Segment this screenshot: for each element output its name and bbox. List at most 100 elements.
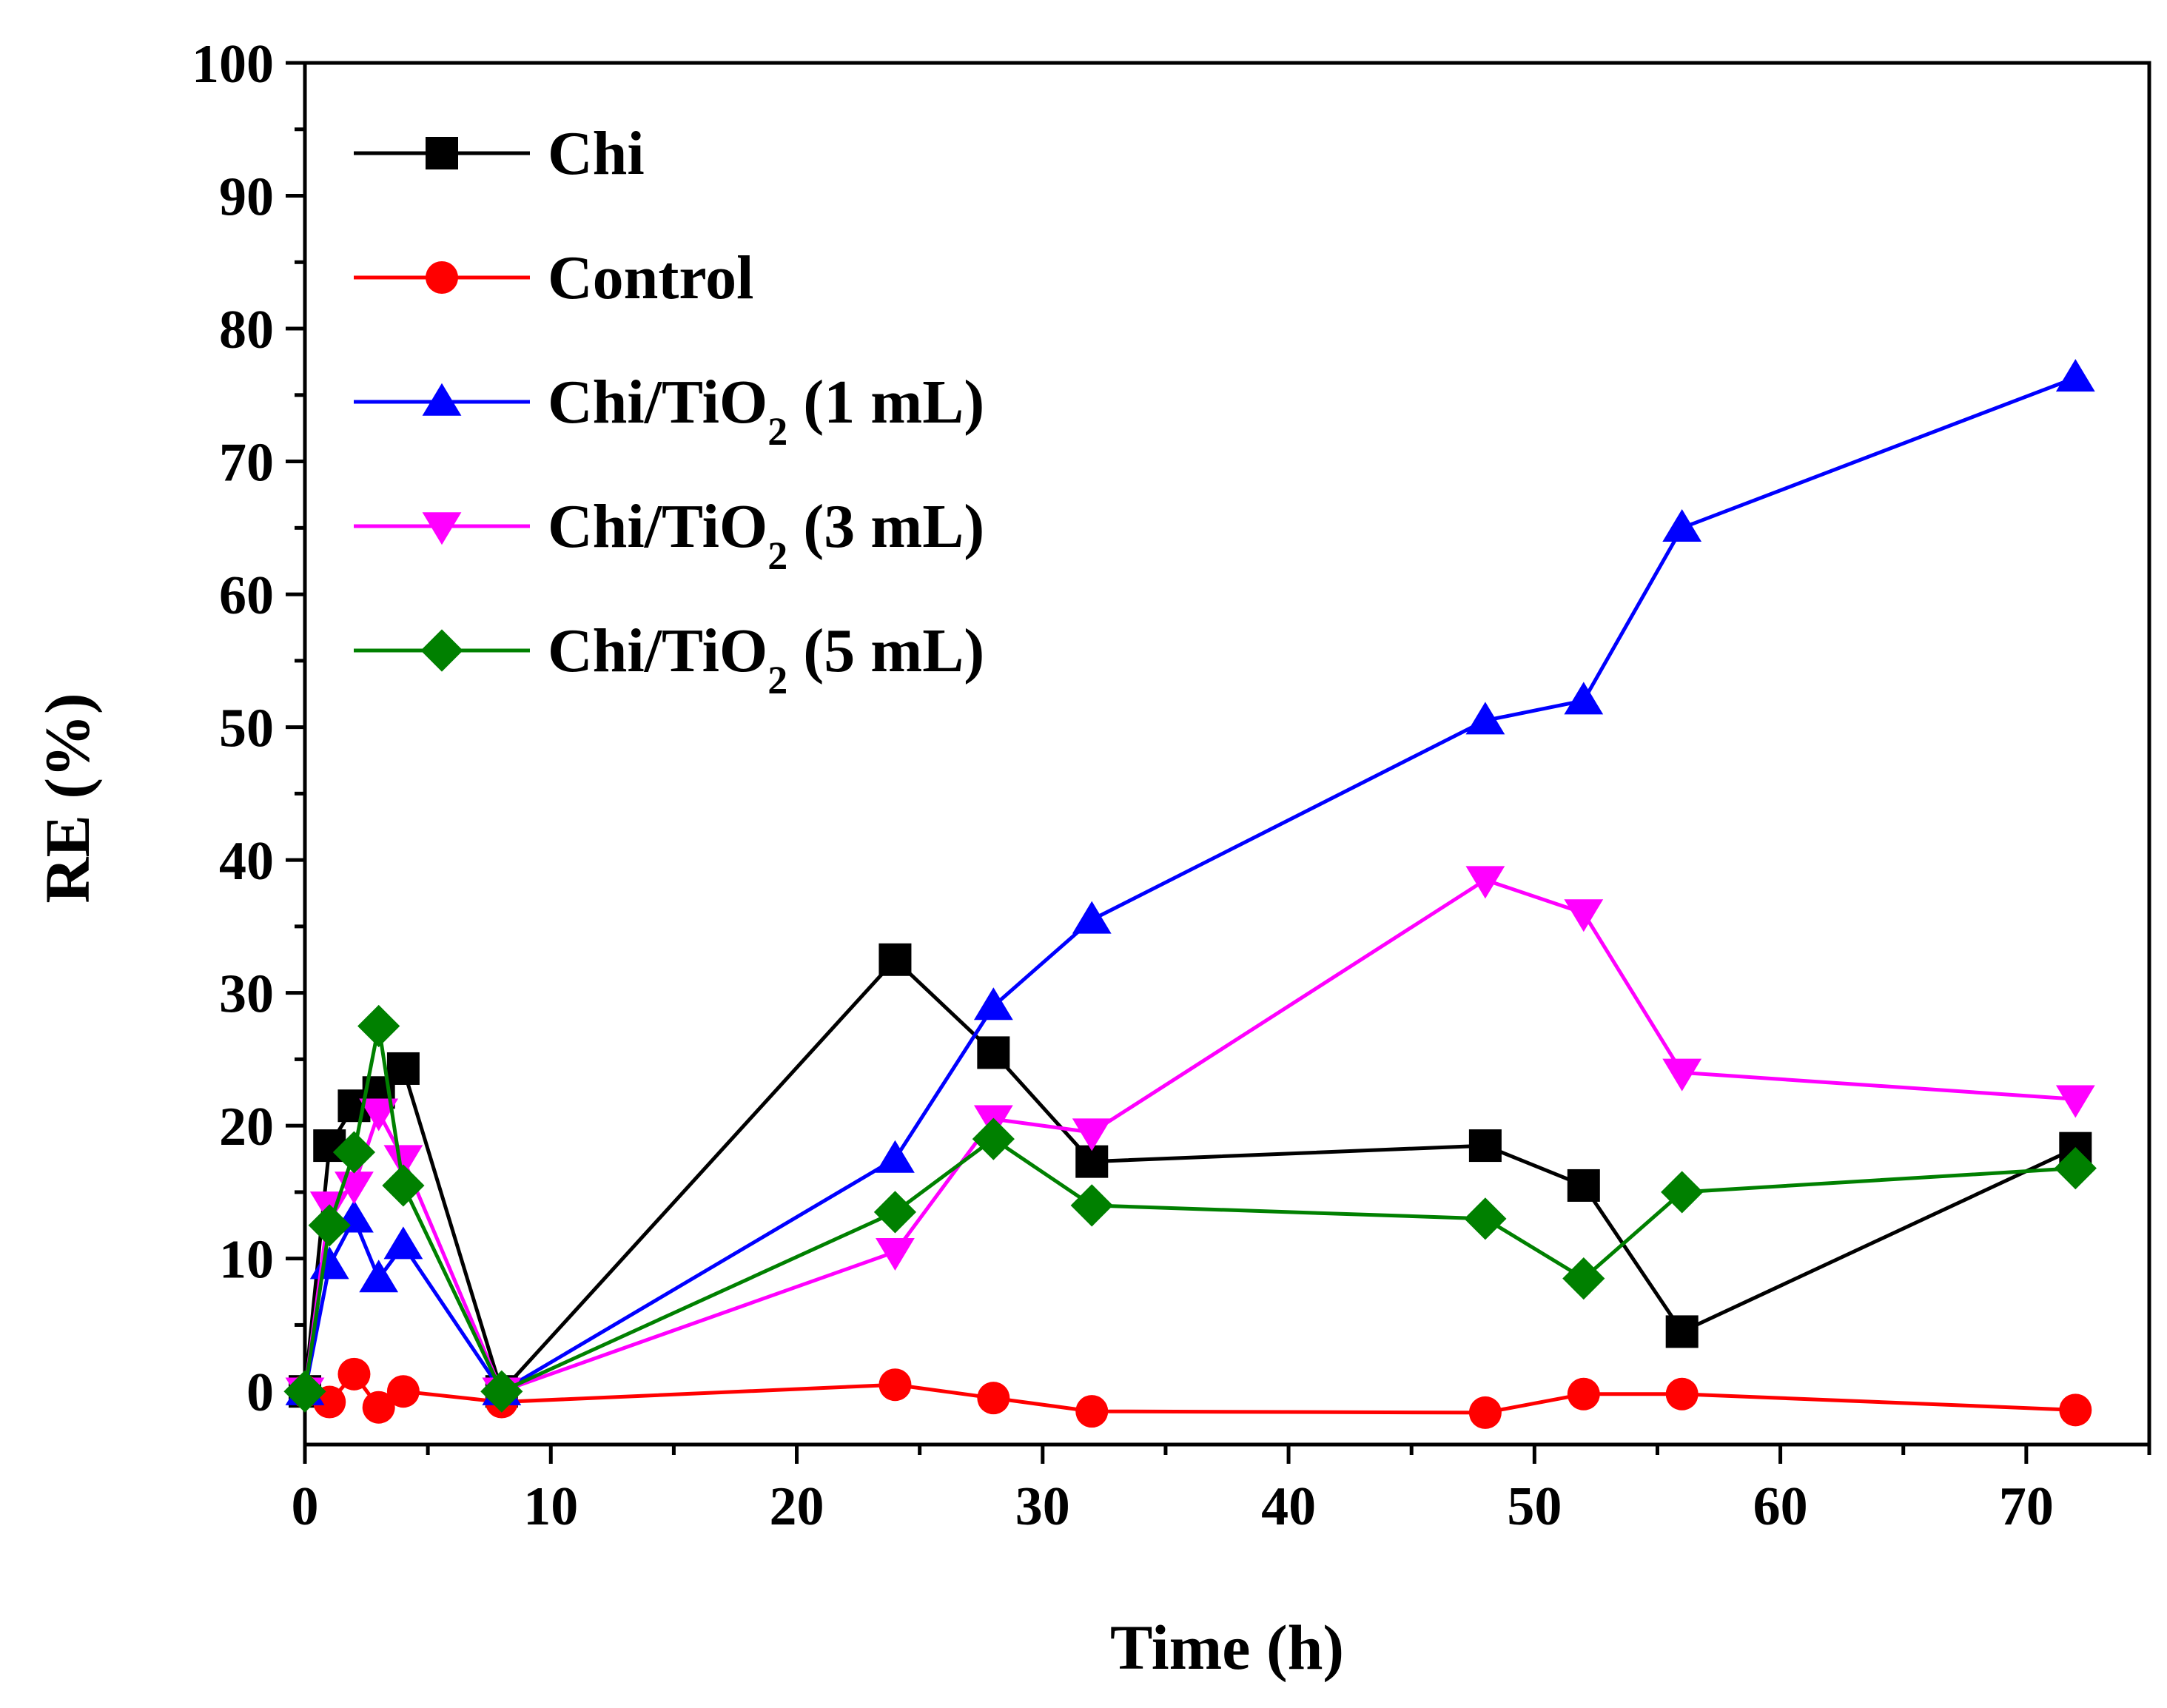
data-point: [1464, 1197, 1507, 1240]
x-tick-label: 10: [523, 1476, 578, 1537]
data-point: [878, 1368, 912, 1402]
data-point: [480, 1370, 523, 1413]
data-point: [383, 1226, 423, 1260]
series-group: [283, 359, 2097, 1429]
series-4: [283, 1004, 2097, 1413]
data-point: [359, 1260, 399, 1293]
x-axis-title: Time (h): [1110, 1612, 1344, 1683]
data-point: [1665, 1377, 1699, 1411]
y-tick-label: 20: [219, 1097, 274, 1157]
data-point: [1465, 866, 1505, 899]
x-tick-label: 40: [1261, 1476, 1316, 1537]
data-point: [973, 987, 1013, 1021]
data-point: [386, 1375, 420, 1408]
data-point: [1072, 901, 1112, 934]
legend-label-subscript: 2: [767, 534, 787, 578]
data-point: [359, 1098, 399, 1132]
legend-label-main: Chi: [548, 119, 645, 188]
legend-item: Chi/TiO2 (1 mL): [354, 368, 984, 454]
x-tick-label: 30: [1015, 1476, 1070, 1537]
data-point: [332, 1131, 376, 1174]
legend-item: Control: [354, 243, 753, 312]
legend-label: Chi/TiO2 (1 mL): [548, 368, 984, 454]
data-point: [876, 1237, 915, 1271]
data-point: [1665, 1315, 1699, 1348]
data-point: [1662, 509, 1702, 542]
legend-label-main: Control: [548, 243, 753, 312]
data-point: [382, 1164, 425, 1207]
x-tick-label: 50: [1507, 1476, 1562, 1537]
data-point: [2055, 1085, 2095, 1118]
data-point: [1567, 1169, 1600, 1202]
legend-label-tail: (5 mL): [787, 616, 984, 685]
data-point: [283, 1370, 326, 1413]
y-axis: 0 10 20 30 40 50 60 70 80 90 100: [192, 34, 305, 1423]
data-point: [1075, 1395, 1109, 1428]
y-tick-label: 60: [219, 565, 274, 626]
data-point: [383, 1145, 423, 1178]
data-point: [1562, 1257, 1605, 1300]
legend-label-main: Chi/TiO: [548, 616, 767, 685]
legend-marker: [426, 137, 458, 169]
data-point: [362, 1391, 395, 1424]
y-tick-label: 70: [219, 433, 274, 494]
data-point: [876, 1140, 915, 1173]
legend-label: Chi: [548, 119, 645, 188]
legend-item: Chi/TiO2 (3 mL): [354, 492, 984, 578]
data-point: [878, 943, 912, 976]
legend-marker: [422, 512, 462, 545]
data-point: [1465, 702, 1505, 735]
y-tick-label: 80: [219, 300, 274, 360]
plot-border: [303, 61, 2151, 1447]
plot-frame: [303, 61, 2151, 1447]
series-line: [304, 1372, 2076, 1415]
x-tick-label: 0: [292, 1476, 319, 1537]
legend-marker: [426, 261, 458, 294]
y-tick-label: 0: [246, 1362, 274, 1423]
y-tick-label: 10: [219, 1230, 274, 1291]
legend-marker: [420, 629, 463, 672]
data-point: [972, 1117, 1015, 1160]
x-tick-label: 60: [1753, 1476, 1808, 1537]
y-tick-label: 30: [219, 964, 274, 1025]
legend-label: Control: [548, 243, 753, 312]
legend-label-tail: (1 mL): [787, 368, 984, 437]
data-point: [1661, 1171, 1704, 1214]
data-point: [1567, 1377, 1600, 1411]
data-point: [1468, 1396, 1502, 1429]
legend-item: Chi: [354, 119, 645, 188]
legend-item: Chi/TiO2 (5 mL): [354, 616, 984, 702]
data-point: [2054, 1147, 2097, 1190]
legend-label-main: Chi/TiO: [548, 368, 767, 437]
data-point: [357, 1004, 400, 1048]
data-point: [1072, 1118, 1112, 1151]
data-point: [1564, 682, 1604, 715]
legend-marker: [422, 383, 462, 416]
legend-label-tail: (3 mL): [787, 492, 984, 561]
y-tick-label: 40: [219, 831, 274, 892]
series-1: [289, 1357, 2092, 1429]
x-axis: 0 10 20 30 40 50 60 70: [292, 1445, 2151, 1537]
data-point: [309, 1246, 349, 1280]
legend-label-subscript: 2: [767, 658, 787, 702]
y-tick-label: 100: [192, 34, 274, 95]
y-axis-title: RE (%): [32, 693, 103, 903]
y-tick-label: 50: [219, 699, 274, 759]
data-point: [977, 1382, 1010, 1415]
data-point: [337, 1357, 371, 1391]
data-point: [1468, 1129, 1502, 1163]
data-point: [1070, 1184, 1113, 1227]
legend-label: Chi/TiO2 (5 mL): [548, 616, 984, 702]
legend-label-subscript: 2: [767, 409, 787, 454]
data-point: [977, 1036, 1010, 1069]
data-point: [308, 1204, 351, 1247]
data-point: [386, 1052, 420, 1085]
legend-label: Chi/TiO2 (3 mL): [548, 492, 984, 578]
series-line: [303, 958, 2077, 1393]
series-0: [289, 943, 2092, 1408]
x-tick-label: 70: [1999, 1476, 2054, 1537]
data-point: [1564, 899, 1604, 932]
data-point: [2059, 1393, 2092, 1427]
